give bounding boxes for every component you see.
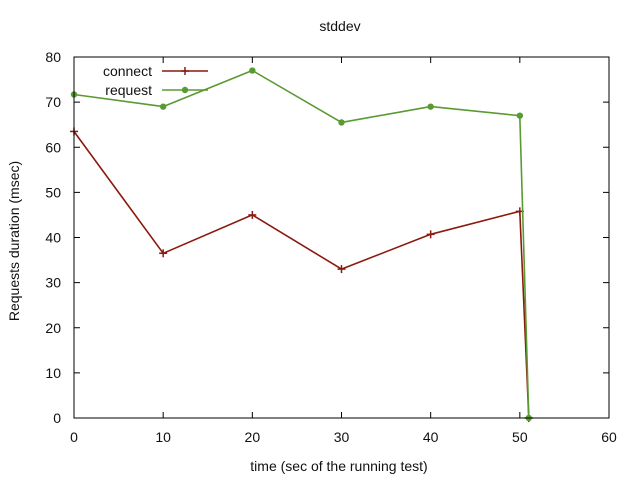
y-tick-label: 40 [45,230,61,246]
plot-frame [73,56,610,419]
legend-marker-request [181,86,189,94]
y-axis-label: Requests duration (msec) [6,161,22,321]
legend-label-connect: connect [103,63,152,79]
data-point-request [516,112,524,119]
y-tick-label: 0 [53,410,61,426]
series-line-connect [73,131,530,419]
data-point-connect [337,265,346,274]
x-tick-label: 20 [245,429,261,445]
y-tick-label: 20 [45,320,61,336]
x-axis-label: time (sec of the running test) [250,458,427,474]
y-tick-label: 80 [45,49,61,65]
legend-label-request: request [105,82,152,98]
legend-marker-connect [181,67,189,75]
y-tick-label: 60 [45,139,61,155]
x-tick-label: 30 [334,429,350,445]
data-point-request [159,103,167,110]
chart-title: stddev [319,18,360,34]
x-tick-label: 10 [155,429,171,445]
data-point-request [249,67,256,74]
x-tick-label: 60 [601,429,617,445]
y-tick-label: 30 [45,275,61,291]
y-tick-label: 10 [45,365,61,381]
y-tick-label: 50 [45,184,61,200]
data-point-connect [248,210,257,219]
data-point-connect [159,249,168,258]
x-tick-label: 50 [512,429,528,445]
data-point-request [427,103,434,110]
axes: 0 10 20 30 40 50 60 0 10 20 30 40 50 60 70 80 [45,49,617,445]
x-tick-label: 0 [70,429,78,445]
legend: connect request [103,63,208,98]
data-point-request [338,119,345,126]
plot-area [70,67,533,422]
x-tick-label: 40 [423,429,439,445]
data-point-connect [426,230,435,239]
y-tick-label: 70 [45,94,61,110]
